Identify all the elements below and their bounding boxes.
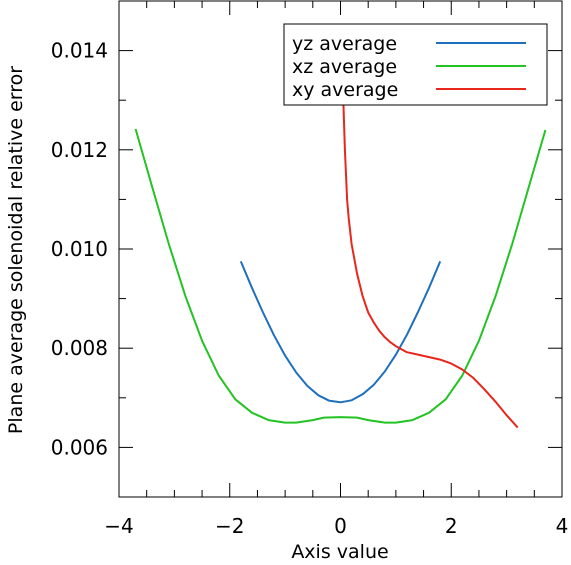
x-tick-label: −4: [104, 514, 133, 538]
x-tick-label: 0: [334, 514, 347, 538]
x-tick-label: 4: [556, 514, 569, 538]
legend-label-1: xz average: [292, 56, 397, 78]
series-layer: [134, 100, 547, 429]
y-tick-label: 0.008: [51, 336, 108, 360]
y-tick-label: 0.010: [51, 237, 108, 261]
series-line-0: [239, 261, 442, 404]
x-axis-title: Axis value: [291, 541, 388, 563]
series-line-2: [342, 100, 519, 429]
x-tick-label: −2: [215, 514, 244, 538]
legend-label-0: yz average: [292, 33, 397, 55]
y-tick-label: 0.006: [51, 435, 108, 459]
y-axis-title: Plane average solenoidal relative error: [5, 66, 27, 434]
axis-ticks: [118, 0, 563, 498]
axis-tick-labels: −4 −2 0 2 4 0.006 0.008 0.010 0.012 0.014: [51, 39, 569, 538]
x-tick-label: 2: [445, 514, 458, 538]
y-tick-label: 0.012: [51, 138, 108, 162]
series-line-1: [134, 128, 547, 424]
legend-box: [283, 23, 548, 106]
y-tick-label: 0.014: [51, 39, 108, 63]
legend-label-2: xy average: [292, 79, 398, 101]
